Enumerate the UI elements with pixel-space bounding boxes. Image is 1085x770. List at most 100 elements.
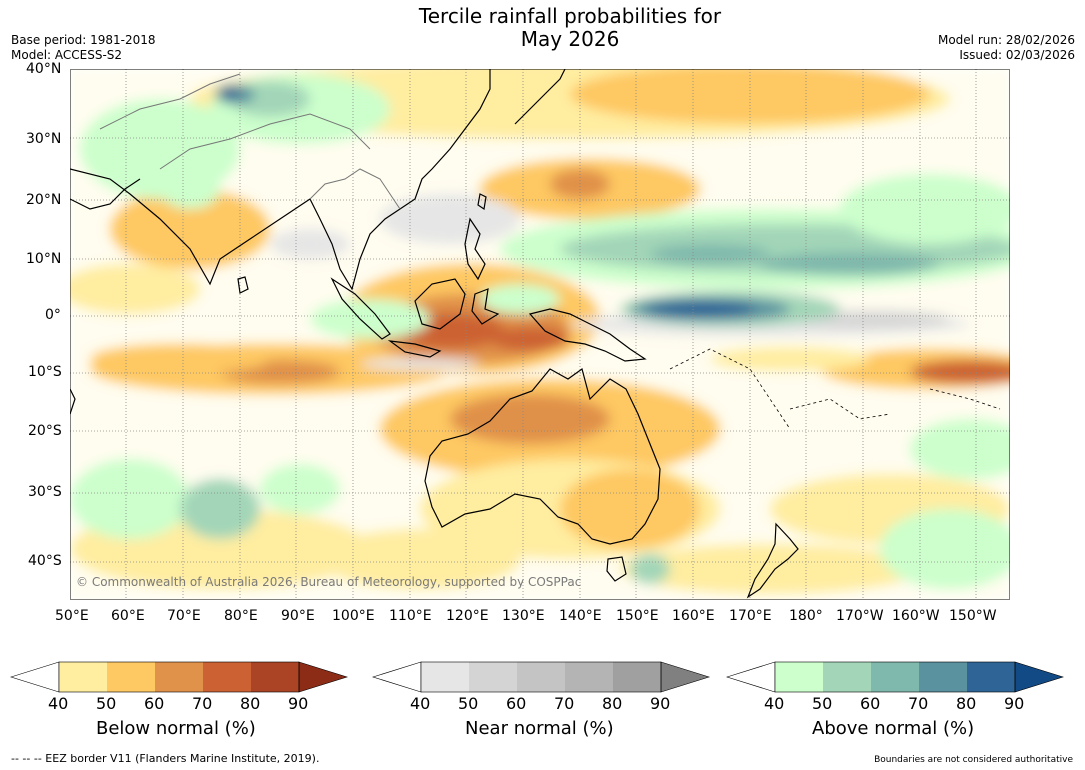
lon-label-140e: 140°E [559,608,602,624]
lon-label-120e: 120°E [446,608,489,624]
java-coast [387,340,442,358]
model-run: Model run: 28/02/2026 [937,33,1075,47]
sumatra-coast [330,277,391,340]
near-swatch-gt90 [661,662,709,692]
eez-legend: -- -- -- EEZ border V11 (Flanders Marine… [11,752,320,765]
near-swatch-60-70 [517,662,565,692]
below-tick-50: 50 [96,694,117,713]
lat-label-40s: 40°S [28,553,62,569]
above-swatch-50-60 [823,662,871,692]
below-swatch-70-80 [203,662,251,692]
above-tick-80: 80 [956,694,977,713]
gridlines [70,69,1010,600]
above-tick-60: 60 [860,694,881,713]
below-tick-40: 40 [48,694,69,713]
probability-fields [70,69,1010,600]
lat-label-30s: 30°S [28,484,62,500]
map-canvas: © Commonwealth of Australia 2026, Bureau… [70,69,1010,600]
colorbar-near-swatches [371,661,711,693]
new-guinea-coast [528,308,647,362]
near-tick-80: 80 [602,694,623,713]
map-title-line2: May 2026 [520,27,620,51]
probability-map: © Commonwealth of Australia 2026, Bureau… [70,69,1010,600]
below-tick-70: 70 [192,694,213,713]
copyright-notice: © Commonwealth of Australia 2026, Bureau… [76,575,581,589]
below-swatch-lt40 [9,661,60,693]
near-tick-60: 60 [506,694,527,713]
lon-label-50e: 50°E [55,608,89,624]
above-swatch-gt90 [1015,662,1063,692]
below-tick-80: 80 [240,694,261,713]
lat-label-40n: 40°N [26,61,62,77]
above-swatch-70-80 [919,662,967,692]
above-tick-40: 40 [764,694,785,713]
borneo-coast [414,278,466,330]
below-swatch-60-70 [155,662,203,692]
new-zealand-coast [746,522,799,599]
below-swatch-40-50 [59,662,107,692]
africa-coast [70,388,76,415]
lon-label-70e: 70°E [167,608,201,624]
near-swatch-50-60 [469,662,517,692]
near-tick-90: 90 [650,694,671,713]
lat-label-10s: 10°S [28,364,62,380]
near-tick-40: 40 [410,694,431,713]
colorbar-below-normal [9,660,350,700]
above-swatch-60-70 [871,662,919,692]
lon-label-170e: 170°E [729,608,772,624]
below-tick-60: 60 [144,694,165,713]
lon-label-150w: 150°W [949,608,997,624]
boundary-disclaimer: Boundaries are not considered authoritat… [874,755,1073,765]
above-tick-70: 70 [908,694,929,713]
above-swatch-80-90 [967,662,1015,692]
asia-coast [70,69,491,291]
near-swatch-70-80 [565,662,613,692]
sulawesi-coast [471,288,500,325]
near-tick-70: 70 [554,694,575,713]
country-borders [99,73,401,210]
map-title-line1: Tercile rainfall probabilities for [418,4,722,28]
lon-label-80e: 80°E [224,608,258,624]
colorbar-above-swatches [725,661,1065,693]
lon-label-90e: 90°E [281,608,315,624]
sri-lanka-coast [237,276,249,294]
lon-label-60e: 60°E [111,608,145,624]
near-swatch-40-50 [421,662,469,692]
colorbar-above-normal [725,660,1066,700]
above-swatch-40-50 [775,662,823,692]
colorbar-near-normal [371,660,712,700]
lat-label-20s: 20°S [28,423,62,439]
issued-date: Issued: 02/03/2026 [959,48,1075,62]
lon-label-100e: 100°E [332,608,375,624]
below-tick-90: 90 [288,694,309,713]
near-swatch-80-90 [613,662,661,692]
lat-label-0: 0° [45,307,61,323]
model-name: Model: ACCESS-S2 [11,48,123,62]
above-swatch-lt40 [725,661,776,693]
taiwan-coast [477,193,487,211]
meta-left: Base period: 1981-2018 Model: ACCESS-S2 [11,33,156,63]
meta-right: Model run: 28/02/2026 Issued: 02/03/2026 [938,33,1075,63]
japan-coast [514,69,566,125]
lon-label-110e: 110°E [389,608,432,624]
lon-label-160w: 160°W [892,608,940,624]
above-normal-label: Above normal (%) [812,718,975,739]
above-tick-50: 50 [812,694,833,713]
tasmania-coast [606,556,627,582]
lon-label-170w: 170°W [836,608,884,624]
base-period: Base period: 1981-2018 [11,33,156,47]
lat-label-30n: 30°N [26,131,62,147]
lat-label-10n: 10°N [26,251,62,267]
below-normal-label: Below normal (%) [96,718,256,739]
below-swatch-50-60 [107,662,155,692]
near-normal-label: Near normal (%) [465,718,614,739]
above-tick-90: 90 [1004,694,1025,713]
lon-label-160e: 160°E [672,608,715,624]
near-tick-50: 50 [458,694,479,713]
philippines-coast [464,217,486,281]
below-swatch-gt90 [299,662,347,692]
near-swatch-lt40 [371,661,422,693]
below-swatch-80-90 [251,662,299,692]
lat-label-20n: 20°N [26,192,62,208]
lon-label-150e: 150°E [616,608,659,624]
